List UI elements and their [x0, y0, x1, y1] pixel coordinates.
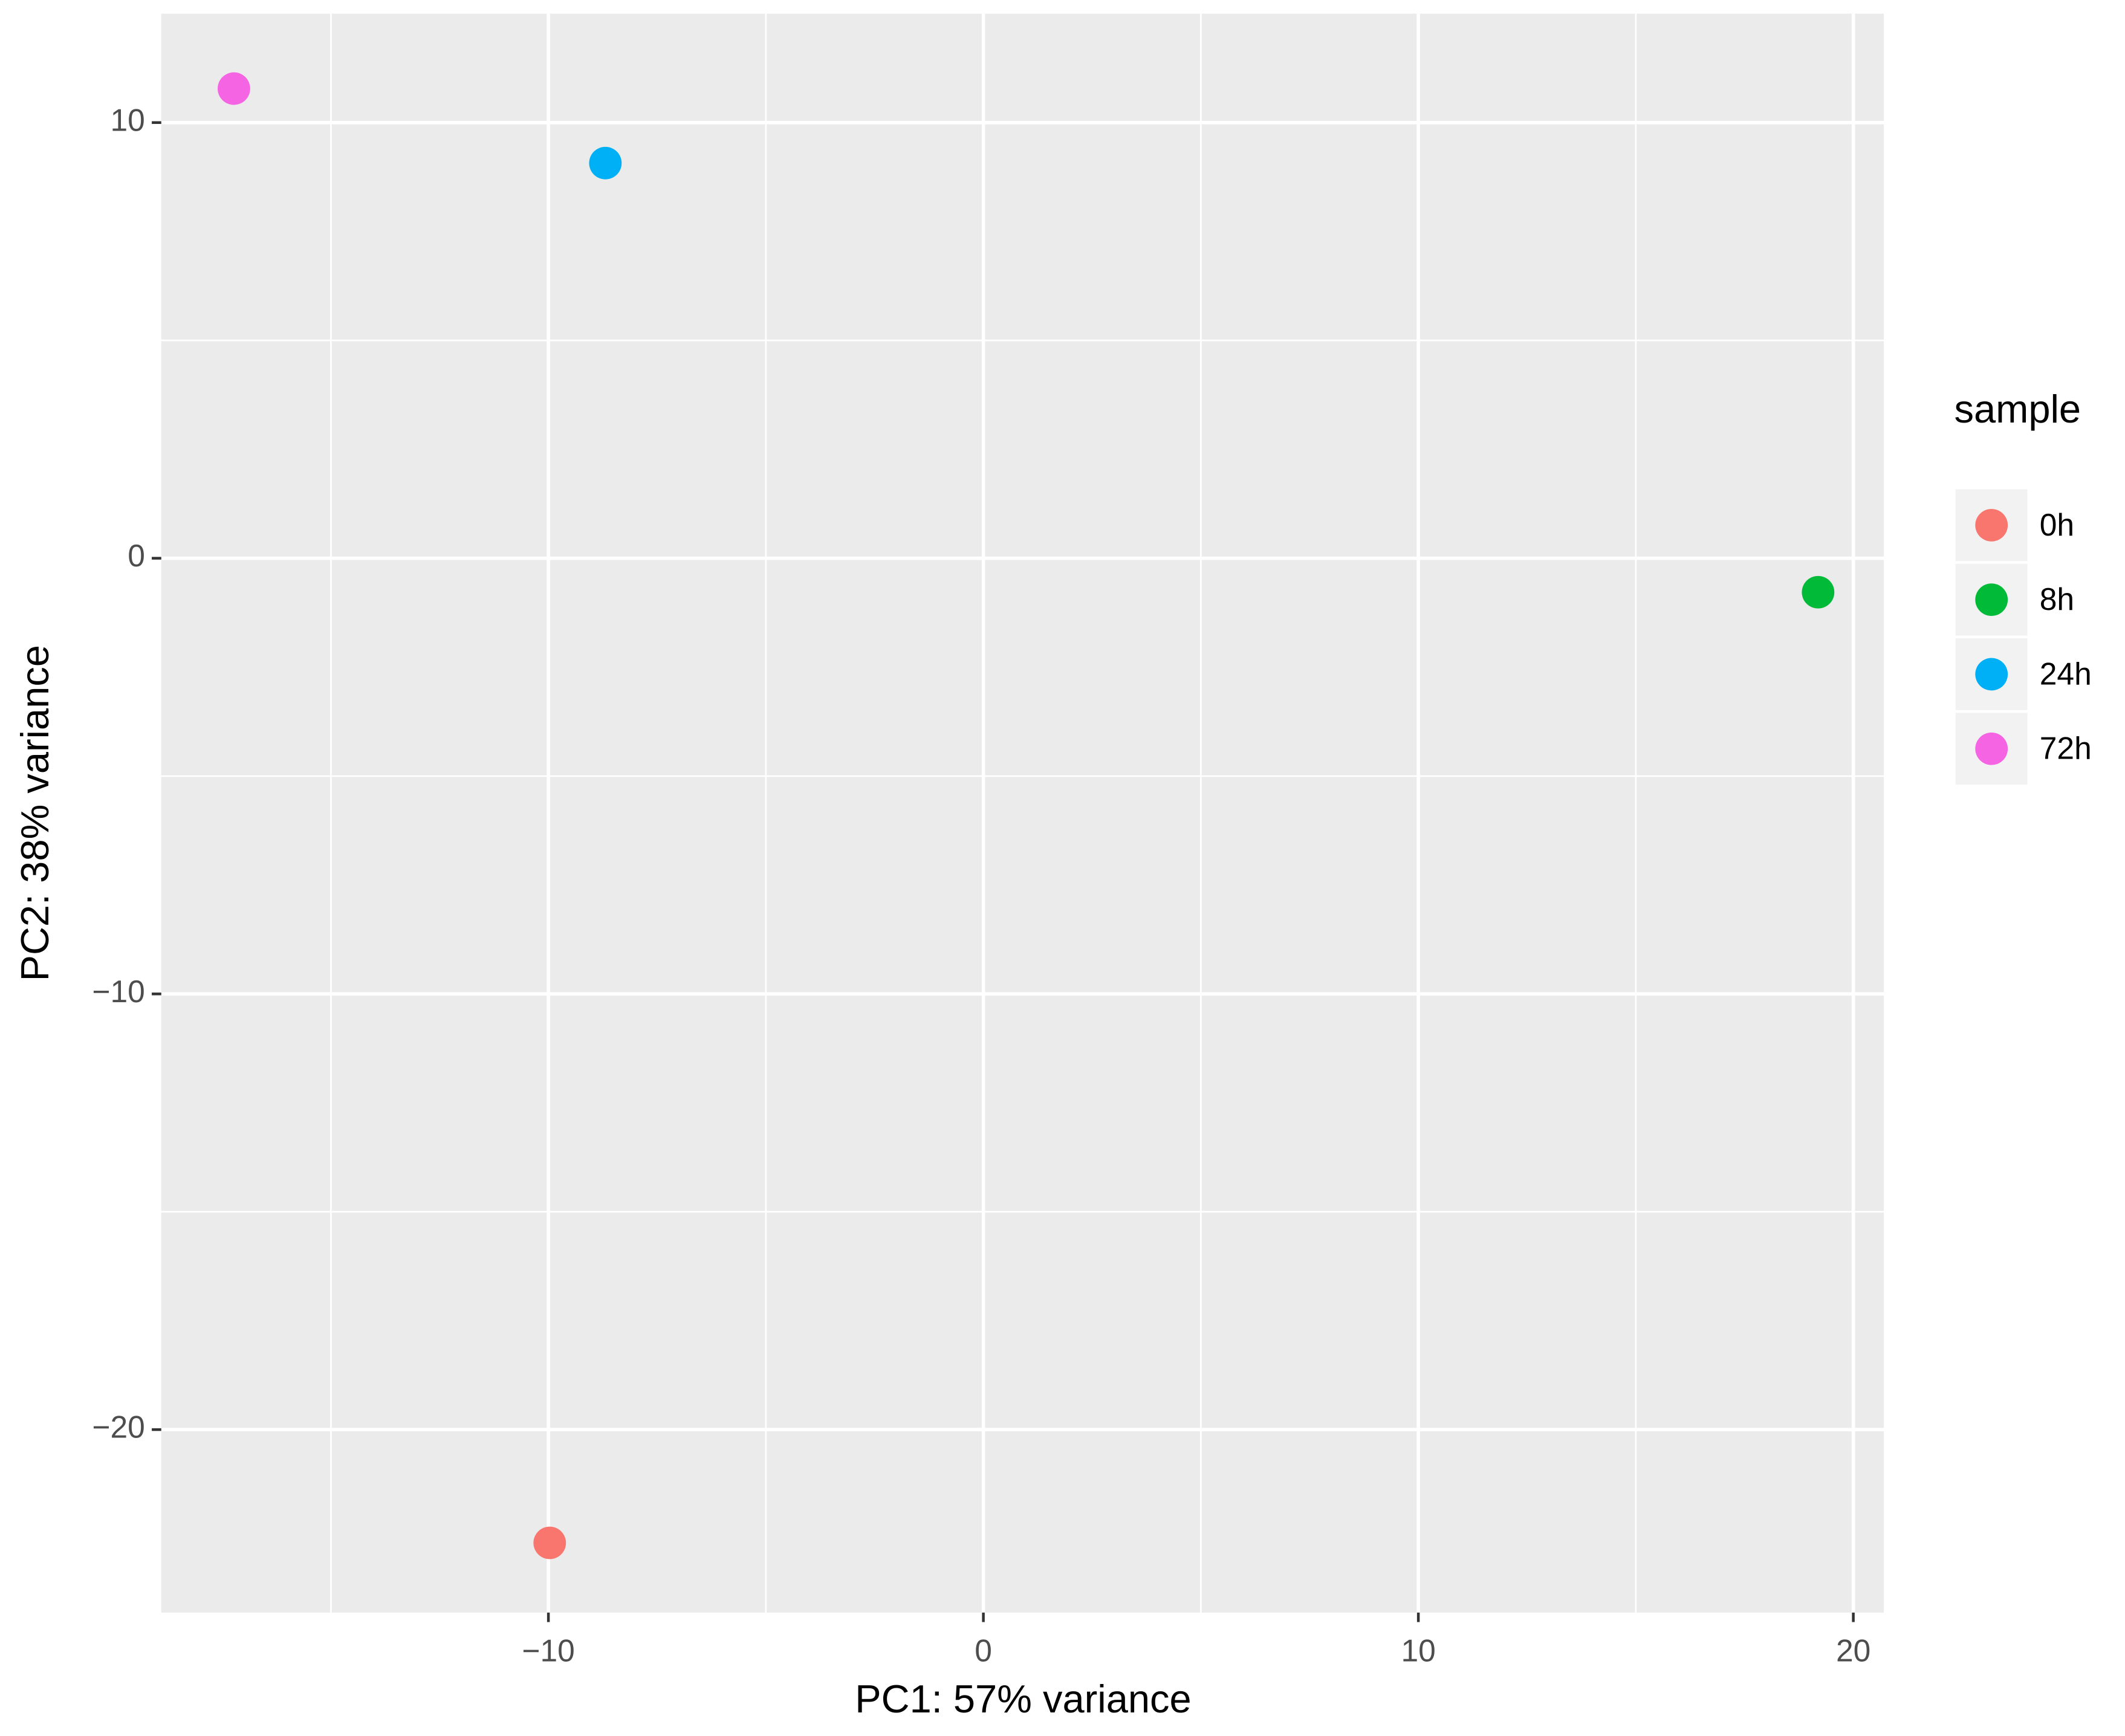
- x-tick-label: −10: [522, 1633, 574, 1668]
- legend-swatch: [1975, 732, 2008, 765]
- y-axis-title: PC2: 38% variance: [13, 645, 57, 981]
- marks: [218, 72, 1835, 1559]
- panel: [161, 13, 1884, 1613]
- point: [1802, 575, 1835, 609]
- y-tick-label: 10: [111, 102, 145, 137]
- legend-swatch: [1975, 658, 2008, 691]
- legend-title: sample: [1955, 387, 2081, 431]
- legend-label: 8h: [2040, 581, 2074, 617]
- grid: [161, 13, 1884, 1613]
- legend-label: 72h: [2040, 731, 2092, 766]
- legend-label: 24h: [2040, 656, 2092, 691]
- y-tick-label: 0: [128, 538, 145, 573]
- legend-swatch: [1975, 508, 2008, 542]
- x-tick-label: 10: [1401, 1633, 1435, 1668]
- point: [218, 72, 250, 105]
- x-tick-label: 0: [975, 1633, 992, 1668]
- x-axis-title: PC1: 57% variance: [855, 1677, 1191, 1721]
- y-tick-label: −20: [92, 1410, 144, 1445]
- x-tick-label: 20: [1836, 1633, 1870, 1668]
- point: [589, 146, 622, 180]
- y-tick-label: −10: [92, 974, 144, 1009]
- legend-label: 0h: [2040, 507, 2074, 542]
- legend-swatch: [1975, 583, 2008, 617]
- point: [533, 1526, 566, 1559]
